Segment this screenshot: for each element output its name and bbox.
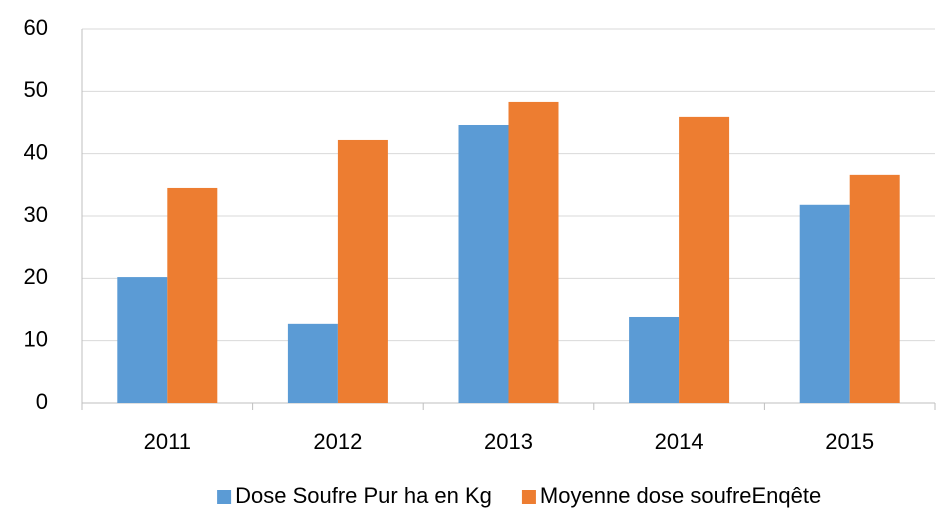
bar (458, 124, 509, 403)
legend-label: Dose Soufre Pur ha en Kg (235, 483, 492, 508)
bar (849, 174, 900, 403)
bar (799, 204, 850, 403)
bar (167, 187, 218, 403)
bar (508, 101, 559, 404)
bar (117, 277, 168, 403)
legend-swatch (521, 490, 536, 504)
x-tick-label: 2013 (484, 429, 533, 454)
y-tick-label: 30 (24, 202, 48, 227)
x-tick-label: 2014 (655, 429, 704, 454)
y-tick-label: 50 (24, 77, 48, 102)
x-tick-label: 2015 (825, 429, 874, 454)
bar (629, 316, 680, 403)
bar (337, 139, 388, 403)
x-tick-label: 2011 (144, 429, 191, 454)
legend-label: Moyenne dose soufreEnqête (540, 483, 821, 508)
legend-swatch (217, 490, 232, 504)
y-tick-label: 0 (36, 389, 48, 414)
x-tick-label: 2012 (313, 429, 362, 454)
y-tick-label: 60 (24, 15, 48, 40)
bar (679, 116, 730, 403)
y-tick-label: 40 (24, 139, 48, 164)
y-tick-label: 20 (24, 264, 48, 289)
bar (287, 323, 338, 403)
y-tick-label: 10 (24, 326, 48, 351)
